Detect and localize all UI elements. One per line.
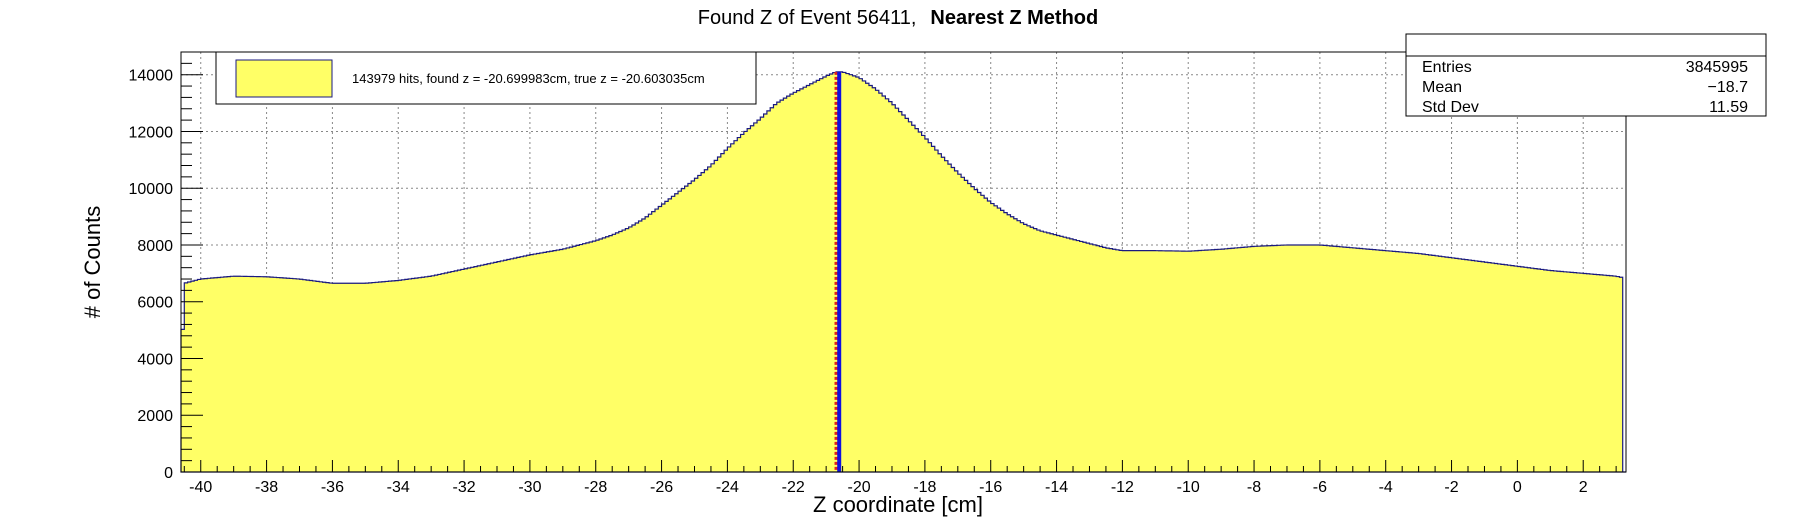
stats-mean-value: −18.7	[1708, 79, 1749, 96]
legend-swatch	[235, 59, 333, 98]
x-tick-label: 2	[1579, 479, 1588, 496]
y-axis-label: # of Counts	[80, 206, 105, 319]
y-tick-label: 0	[164, 465, 173, 482]
y-tick-label: 12000	[129, 124, 174, 141]
histogram-outline	[180, 71, 1626, 473]
x-tick-label: -38	[255, 479, 278, 496]
chart-title-prefix: Found Z of Event 56411,	[698, 7, 917, 29]
x-tick-label: -26	[650, 479, 673, 496]
stats-mean-label: Mean	[1422, 79, 1462, 96]
stats-stddev-value: 11.59	[1709, 99, 1748, 116]
legend-entry: 143979 hits, found z = -20.699983cm, tru…	[352, 71, 705, 86]
y-tick-label: 2000	[137, 408, 173, 425]
x-tick-label: -16	[979, 479, 1002, 496]
x-tick-label: -40	[189, 479, 212, 496]
x-tick-label: -34	[387, 479, 410, 496]
y-tick-label: 14000	[129, 68, 174, 85]
x-tick-label: -10	[1177, 479, 1200, 496]
x-tick-label: -36	[321, 479, 344, 496]
x-tick-label: -14	[1045, 479, 1068, 496]
y-tick-label: 10000	[129, 181, 174, 198]
x-axis: -40 -38 -36 -34 -32 -30 -28 -26 -24 -22 -20 -18 -16-…	[183, 460, 1617, 496]
x-tick-label: -32	[453, 479, 476, 496]
stats-box-frame	[1405, 33, 1767, 117]
x-tick-label: -24	[716, 479, 739, 496]
chart-title: Found Z of Event 56411, Nearest Z Method	[698, 7, 1098, 29]
stats-box: Entries 3845995 Mean −18.7 Std Dev 11.59	[1405, 33, 1767, 117]
y-tick-label: 4000	[137, 351, 173, 368]
x-tick-label: -6	[1313, 479, 1327, 496]
plot-frame	[180, 51, 1627, 473]
x-tick-label: -12	[1111, 479, 1134, 496]
x-tick-label: -22	[782, 479, 805, 496]
y-axis: 0 2000 4000 6000 8000 10000 12000 14000	[129, 51, 203, 482]
y-tick-label: 8000	[137, 238, 173, 255]
stats-entries-label: Entries	[1422, 59, 1472, 76]
chart-title-method: Nearest Z Method	[930, 7, 1098, 29]
x-tick-label: -30	[518, 479, 541, 496]
x-tick-label: -20	[848, 479, 871, 496]
x-tick-label: -2	[1444, 479, 1458, 496]
x-tick-label: 0	[1513, 479, 1522, 496]
stats-stddev-label: Std Dev	[1422, 99, 1479, 116]
legend: 143979 hits, found z = -20.699983cm, tru…	[215, 51, 757, 105]
stats-entries-value: 3845995	[1686, 59, 1748, 76]
histogram-fill	[181, 71, 1626, 472]
x-tick-label: -18	[913, 479, 936, 496]
x-tick-label: -8	[1247, 479, 1261, 496]
x-tick-label: -28	[584, 479, 607, 496]
y-tick-label: 6000	[137, 295, 173, 312]
x-axis-label: Z coordinate [cm]	[813, 492, 983, 517]
x-tick-label: -4	[1379, 479, 1393, 496]
